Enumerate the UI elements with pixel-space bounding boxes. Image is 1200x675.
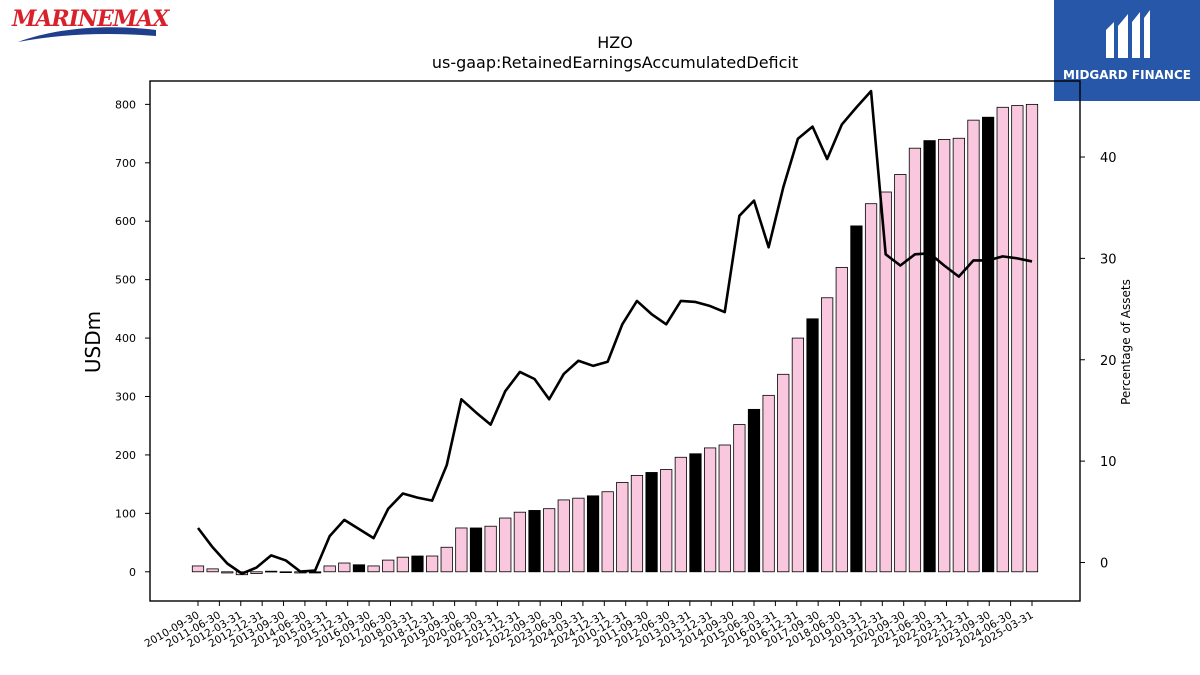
midgard-finance-logo: MIDGARD FINANCE — [1054, 0, 1200, 101]
bar-2024-09-30 — [1011, 105, 1024, 573]
marinemax-swoosh-icon — [18, 27, 156, 42]
bar-2013-03-31 — [338, 562, 351, 573]
bar-2019-09-30 — [718, 444, 731, 573]
bar-2013-12-31 — [382, 559, 395, 573]
bar-2016-12-31 — [557, 499, 570, 573]
bar-2017-09-30 — [601, 491, 614, 573]
bar-2015-03-31 — [455, 527, 468, 573]
chart-title: HZO — [597, 33, 633, 52]
bar-2014-12-31 — [440, 546, 453, 573]
bar-2019-03-31 — [689, 453, 702, 573]
marinemax-logo: MARINEMAX — [6, 4, 169, 46]
y-tick-label-200: 200 — [115, 449, 136, 462]
y2-tick-label-0: 0 — [1100, 556, 1108, 571]
bar-2022-12-31 — [908, 147, 922, 573]
bar-2015-12-31 — [499, 517, 512, 573]
y-tick-label-600: 600 — [115, 215, 136, 228]
bar-2014-06-30 — [411, 555, 424, 573]
bar-2011-03-31 — [221, 571, 234, 574]
bar-2023-06-30 — [938, 139, 951, 573]
midgard-finance-text: MIDGARD FINANCE — [1063, 68, 1191, 82]
bar-2018-12-31 — [674, 456, 687, 573]
bar-2020-09-30 — [777, 373, 790, 573]
bar-2019-06-30 — [704, 447, 717, 573]
bar-2018-06-30 — [645, 472, 658, 573]
bar-2019-12-31 — [733, 424, 746, 573]
bar-2024-03-31 — [982, 116, 995, 573]
plot-frame — [149, 80, 1081, 602]
bar-2015-09-30 — [484, 525, 497, 573]
bar-2021-06-30 — [821, 297, 834, 573]
bar-2017-03-31 — [572, 497, 585, 573]
axes-layer: 01002003004005006007008000102030402010-0… — [115, 80, 1117, 650]
y-tick-label-800: 800 — [115, 98, 136, 111]
bar-2017-12-31 — [616, 481, 629, 573]
bar-2012-03-31 — [279, 571, 292, 573]
marinemax-logo-text: MARINEMAX — [12, 6, 169, 32]
y2-tick-label-40: 40 — [1100, 151, 1117, 166]
bar-2022-09-30 — [894, 174, 907, 573]
y2-axis-label: Percentage of Assets — [1119, 279, 1133, 405]
chart-subtitle: us-gaap:RetainedEarningsAccumulatedDefic… — [432, 53, 798, 72]
bar-2021-09-30 — [835, 266, 848, 573]
bar-2018-09-30 — [660, 469, 673, 573]
bar-2021-12-31 — [850, 225, 863, 573]
bar-2022-06-30 — [879, 191, 892, 573]
bar-2021-03-31 — [806, 318, 819, 573]
y2-tick-label-20: 20 — [1100, 354, 1117, 369]
bar-2013-06-30 — [352, 564, 366, 573]
bar-2011-12-31 — [265, 570, 278, 573]
y-tick-label-400: 400 — [115, 332, 136, 345]
bar-2013-09-30 — [367, 565, 380, 573]
bar-2016-03-31 — [513, 511, 527, 573]
bars-layer — [191, 103, 1039, 576]
bar-2016-06-30 — [528, 510, 541, 573]
line-layer — [196, 89, 1033, 575]
bar-2015-06-30 — [469, 527, 483, 573]
bar-2020-03-31 — [747, 408, 761, 573]
y-tick-label-300: 300 — [115, 391, 136, 404]
bar-2020-06-30 — [762, 394, 775, 573]
bar-2022-03-31 — [864, 203, 878, 573]
bar-2017-06-30 — [586, 495, 600, 573]
bar-2012-12-31 — [323, 565, 336, 573]
midgard-monogram-icon — [1106, 10, 1150, 58]
bar-2016-09-30 — [543, 508, 556, 573]
bar-2023-12-31 — [967, 119, 980, 573]
pct-assets-line — [196, 89, 1033, 575]
bar-2010-12-31 — [206, 568, 219, 573]
bar-2024-06-30 — [996, 106, 1009, 573]
y-tick-label-100: 100 — [115, 507, 136, 520]
bar-2018-03-31 — [630, 474, 644, 573]
y-tick-label-700: 700 — [115, 157, 136, 170]
y2-tick-label-30: 30 — [1100, 252, 1117, 267]
bar-2023-03-31 — [923, 140, 936, 573]
bar-2014-09-30 — [425, 555, 439, 573]
bar-2011-09-30 — [250, 571, 263, 574]
bar-2020-12-31 — [791, 337, 805, 573]
bar-2014-03-31 — [396, 556, 409, 573]
y2-tick-label-10: 10 — [1100, 455, 1117, 470]
bar-2024-12-31 — [1025, 103, 1039, 573]
bar-2023-09-30 — [952, 137, 965, 573]
y-axis-label: USDm — [81, 311, 105, 373]
y-tick-label-500: 500 — [115, 274, 136, 287]
bar-2010-09-30 — [191, 565, 205, 573]
y-tick-label-0: 0 — [129, 566, 136, 579]
